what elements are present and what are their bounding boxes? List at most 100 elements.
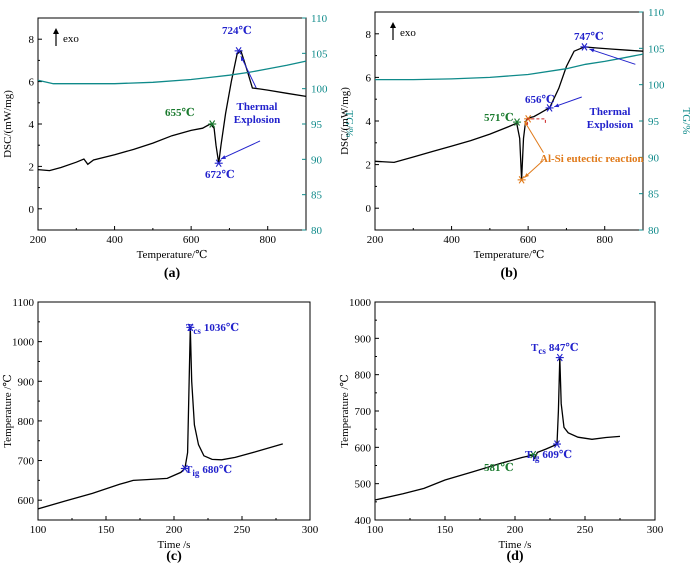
marker-stroke: [581, 43, 588, 51]
peak-marker: [555, 353, 564, 362]
annotation-value: 680℃: [202, 464, 232, 476]
y2-tick-label: 95: [648, 116, 660, 128]
y2-tick-label: 80: [311, 225, 323, 237]
y-tick-label: 800: [355, 370, 372, 382]
annotation-label: 581℃: [484, 462, 514, 474]
y-tick-label: 8: [366, 29, 372, 41]
x-tick-label: 150: [437, 524, 454, 536]
annotation-label: 672℃: [205, 169, 235, 181]
annotation-arrowhead: [524, 173, 530, 178]
x-tick-label: 200: [166, 524, 183, 536]
marker-stroke: [518, 176, 525, 184]
y-tick-label: 500: [355, 479, 372, 491]
marker-stroke: [530, 450, 537, 459]
panel-label: (c): [166, 549, 182, 564]
y-tick-label: 2: [29, 161, 35, 173]
y-tick-label: 4: [366, 116, 372, 128]
y2-tick-label: 105: [648, 43, 665, 55]
exo-label: exo: [63, 33, 79, 45]
y-tick-label: 0: [366, 203, 372, 215]
panel-label: (a): [164, 266, 181, 281]
peak-marker: [180, 464, 189, 473]
annotation-value: 609℃: [542, 449, 572, 461]
annotation-symbol: T: [185, 464, 193, 476]
annotation-label: Tig 680℃: [185, 464, 232, 478]
y2-tick-label: 110: [648, 7, 665, 19]
annotation-label: Thermal: [590, 106, 631, 118]
main-series-line: [37, 327, 283, 510]
peak-marker: [553, 440, 561, 448]
annotation-arrow: [554, 96, 582, 108]
y-axis-title: DSC/(mW/mg): [339, 87, 351, 155]
y2-tick-label: 100: [648, 80, 665, 92]
x-tick-label: 250: [234, 524, 251, 536]
plot-frame: [37, 301, 311, 521]
peak-marker: [214, 159, 223, 168]
panel-label: (d): [506, 549, 523, 564]
marker-stroke: [546, 104, 553, 112]
y-tick-label: 1000: [349, 297, 372, 309]
y-tick-label: 8: [29, 34, 35, 46]
y2-tick-label: 100: [311, 84, 328, 96]
y-tick-label: 600: [355, 442, 372, 454]
annotation-arrowhead: [240, 56, 245, 62]
y2-tick-label: 105: [311, 48, 328, 60]
annotation-label: Tcs 1036℃: [186, 322, 239, 336]
marker-stroke: [181, 464, 188, 473]
annotation-label: Tig 609℃: [525, 449, 572, 463]
marker-stroke: [554, 440, 560, 448]
y2-tick-label: 85: [311, 190, 323, 202]
x-tick-label: 300: [647, 524, 664, 536]
peak-marker: [513, 118, 522, 126]
y-tick-label: 800: [18, 416, 35, 428]
x-tick-label: 400: [443, 234, 460, 246]
exo-arrowhead: [390, 22, 396, 28]
marker-stroke: [187, 323, 194, 332]
y-tick-label: 600: [18, 495, 35, 507]
marker-stroke: [209, 120, 216, 128]
x-tick-label: 300: [302, 524, 319, 536]
x-tick-label: 200: [367, 234, 384, 246]
annotation-label: 655℃: [165, 107, 195, 119]
annotation-arrow: [589, 48, 636, 65]
marker-stroke: [215, 159, 222, 168]
tg-series-line: [375, 53, 644, 81]
annotation-label: Al-Si eutectic reaction: [540, 153, 644, 165]
y-tick-label: 1100: [12, 297, 34, 309]
x-tick-label: 250: [577, 524, 594, 536]
annotation-subscript: cs: [538, 346, 546, 356]
y2-axis-title: TG/%: [680, 108, 692, 135]
peak-marker: [517, 176, 526, 184]
y2-tick-label: 90: [311, 154, 323, 166]
annotation-label: Thermal: [237, 101, 278, 113]
annotation-arrowhead: [524, 121, 529, 126]
annotation-label: 724℃: [222, 25, 252, 37]
annotation-symbol: T: [186, 322, 194, 334]
y-tick-label: 700: [355, 406, 372, 418]
marker-stroke: [514, 118, 520, 126]
y-tick-label: 900: [355, 333, 372, 345]
plot-frame: [374, 301, 656, 521]
marker-stroke: [235, 47, 242, 55]
annotation-label: 571℃: [484, 112, 514, 124]
annotation-arrowhead: [221, 155, 227, 159]
annotation-arrowhead: [554, 103, 560, 108]
panel-label: (b): [500, 266, 517, 281]
exo-arrowhead: [53, 28, 59, 34]
x-tick-label: 800: [596, 234, 613, 246]
annotation-arrow: [220, 140, 261, 160]
y2-tick-label: 110: [311, 13, 328, 25]
annotation-arrowhead: [589, 48, 595, 53]
y-tick-label: 700: [18, 456, 35, 468]
y-tick-label: 0: [29, 204, 35, 216]
y-tick-label: 4: [29, 119, 35, 131]
x-axis-title: Temperature/℃: [137, 249, 208, 261]
peak-marker: [545, 104, 554, 112]
annotation-symbol: T: [525, 449, 533, 461]
y2-tick-label: 80: [648, 225, 660, 237]
x-tick-label: 200: [30, 234, 47, 246]
y2-tick-label: 85: [648, 189, 660, 201]
y-tick-label: 400: [355, 515, 372, 527]
x-tick-label: 600: [520, 234, 537, 246]
panel-a: 200 400 600 800 0 2 4 6 8 80 85 90 95 100 105 110 TG/% Te…: [2, 13, 355, 281]
